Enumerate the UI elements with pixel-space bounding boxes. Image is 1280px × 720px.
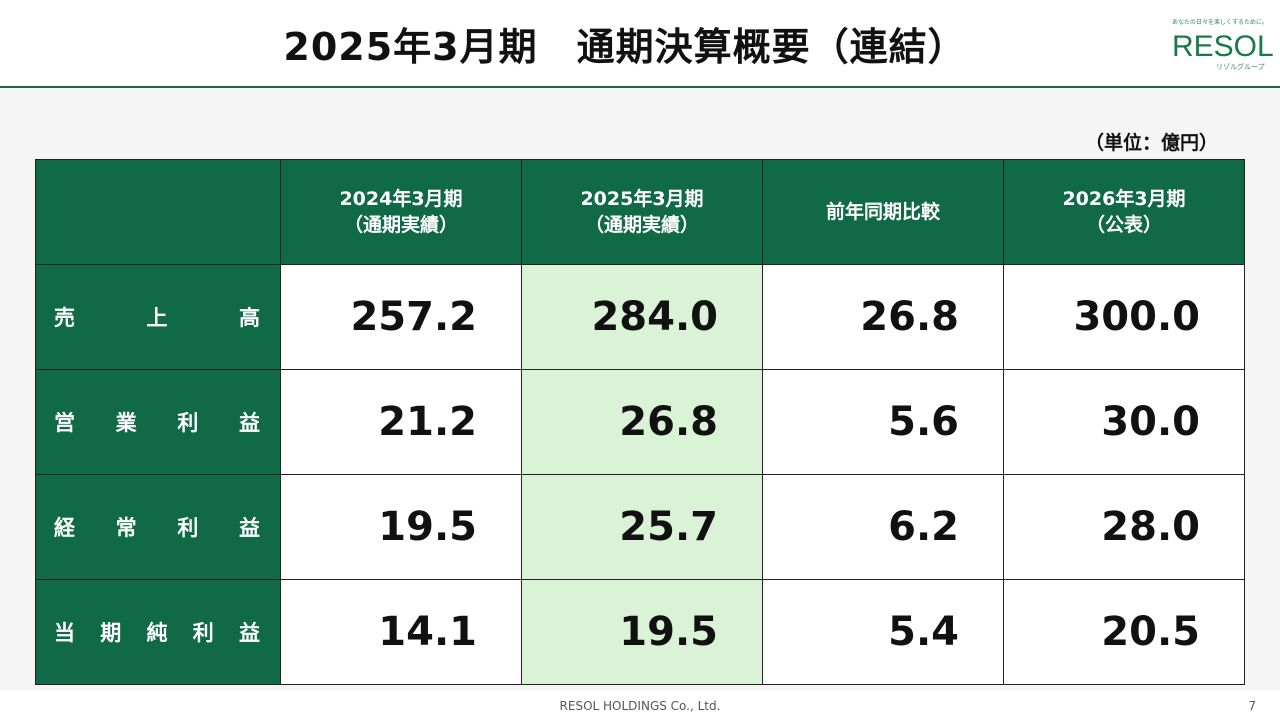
value-cell: 28.0 <box>1003 474 1245 580</box>
value-cell: 14.1 <box>280 579 522 685</box>
value-cell: 20.5 <box>1003 579 1245 685</box>
value-cell-highlight: 284.0 <box>521 264 763 370</box>
slide-header: 2025年3月期 通期決算概要（連結） あなたの日々を楽しくするために。 RES… <box>0 0 1280 88</box>
column-header: 前年同期比較 <box>762 159 1004 265</box>
value-cell: 257.2 <box>280 264 522 370</box>
column-header-line1: 2024年3月期 <box>339 188 463 210</box>
table-row: 売 上 高 257.2 284.0 26.8 300.0 <box>35 264 1245 370</box>
logo-wordmark: RESOL <box>1172 30 1274 63</box>
table-header-row: 2024年3月期 （通期実績） 2025年3月期 （通期実績） 前年同期比較 2… <box>35 159 1245 265</box>
footer-company: RESOL HOLDINGS Co., Ltd. <box>559 699 721 713</box>
column-header-line1: 2026年3月期 <box>1062 188 1186 210</box>
logo-subtext: リゾルグループ <box>1216 63 1265 71</box>
value-cell-highlight: 19.5 <box>521 579 763 685</box>
column-header-line2: （公表） <box>1085 214 1162 236</box>
column-header-line2: （通期実績） <box>343 214 458 236</box>
resol-logo: あなたの日々を楽しくするために。 RESOL リゾルグループ <box>1168 14 1274 76</box>
table-row: 当 期 純 利 益 14.1 19.5 5.4 20.5 <box>35 579 1245 685</box>
value-cell-highlight: 25.7 <box>521 474 763 580</box>
value-cell: 30.0 <box>1003 369 1245 475</box>
column-header: 2026年3月期 （公表） <box>1003 159 1245 265</box>
table-row: 営 業 利 益 21.2 26.8 5.6 30.0 <box>35 369 1245 475</box>
value-cell: 5.4 <box>762 579 1004 685</box>
unit-note: （単位：億円） <box>1084 132 1218 154</box>
page-number: 7 <box>1248 699 1256 713</box>
value-cell: 21.2 <box>280 369 522 475</box>
value-cell: 5.6 <box>762 369 1004 475</box>
slide-footer: RESOL HOLDINGS Co., Ltd. 7 <box>0 690 1280 720</box>
value-cell: 300.0 <box>1003 264 1245 370</box>
column-header-line1: 2025年3月期 <box>580 188 704 210</box>
column-header-line1: 前年同期比較 <box>825 201 940 223</box>
column-header: 2025年3月期 （通期実績） <box>521 159 763 265</box>
column-header: 2024年3月期 （通期実績） <box>280 159 522 265</box>
row-label-net-income: 当 期 純 利 益 <box>35 579 281 685</box>
value-cell: 19.5 <box>280 474 522 580</box>
table-row: 経 常 利 益 19.5 25.7 6.2 28.0 <box>35 474 1245 580</box>
value-cell-highlight: 26.8 <box>521 369 763 475</box>
value-cell: 26.8 <box>762 264 1004 370</box>
table-corner-cell <box>35 159 281 265</box>
value-cell: 6.2 <box>762 474 1004 580</box>
row-label-net-sales: 売 上 高 <box>35 264 281 370</box>
financial-summary-table: 2024年3月期 （通期実績） 2025年3月期 （通期実績） 前年同期比較 2… <box>35 159 1245 685</box>
row-label-ordinary-income: 経 常 利 益 <box>35 474 281 580</box>
row-label-operating-income: 営 業 利 益 <box>35 369 281 475</box>
column-header-line2: （通期実績） <box>584 214 699 236</box>
logo-tagline: あなたの日々を楽しくするために。 <box>1172 19 1269 26</box>
page-title: 2025年3月期 通期決算概要（連結） <box>283 25 967 69</box>
